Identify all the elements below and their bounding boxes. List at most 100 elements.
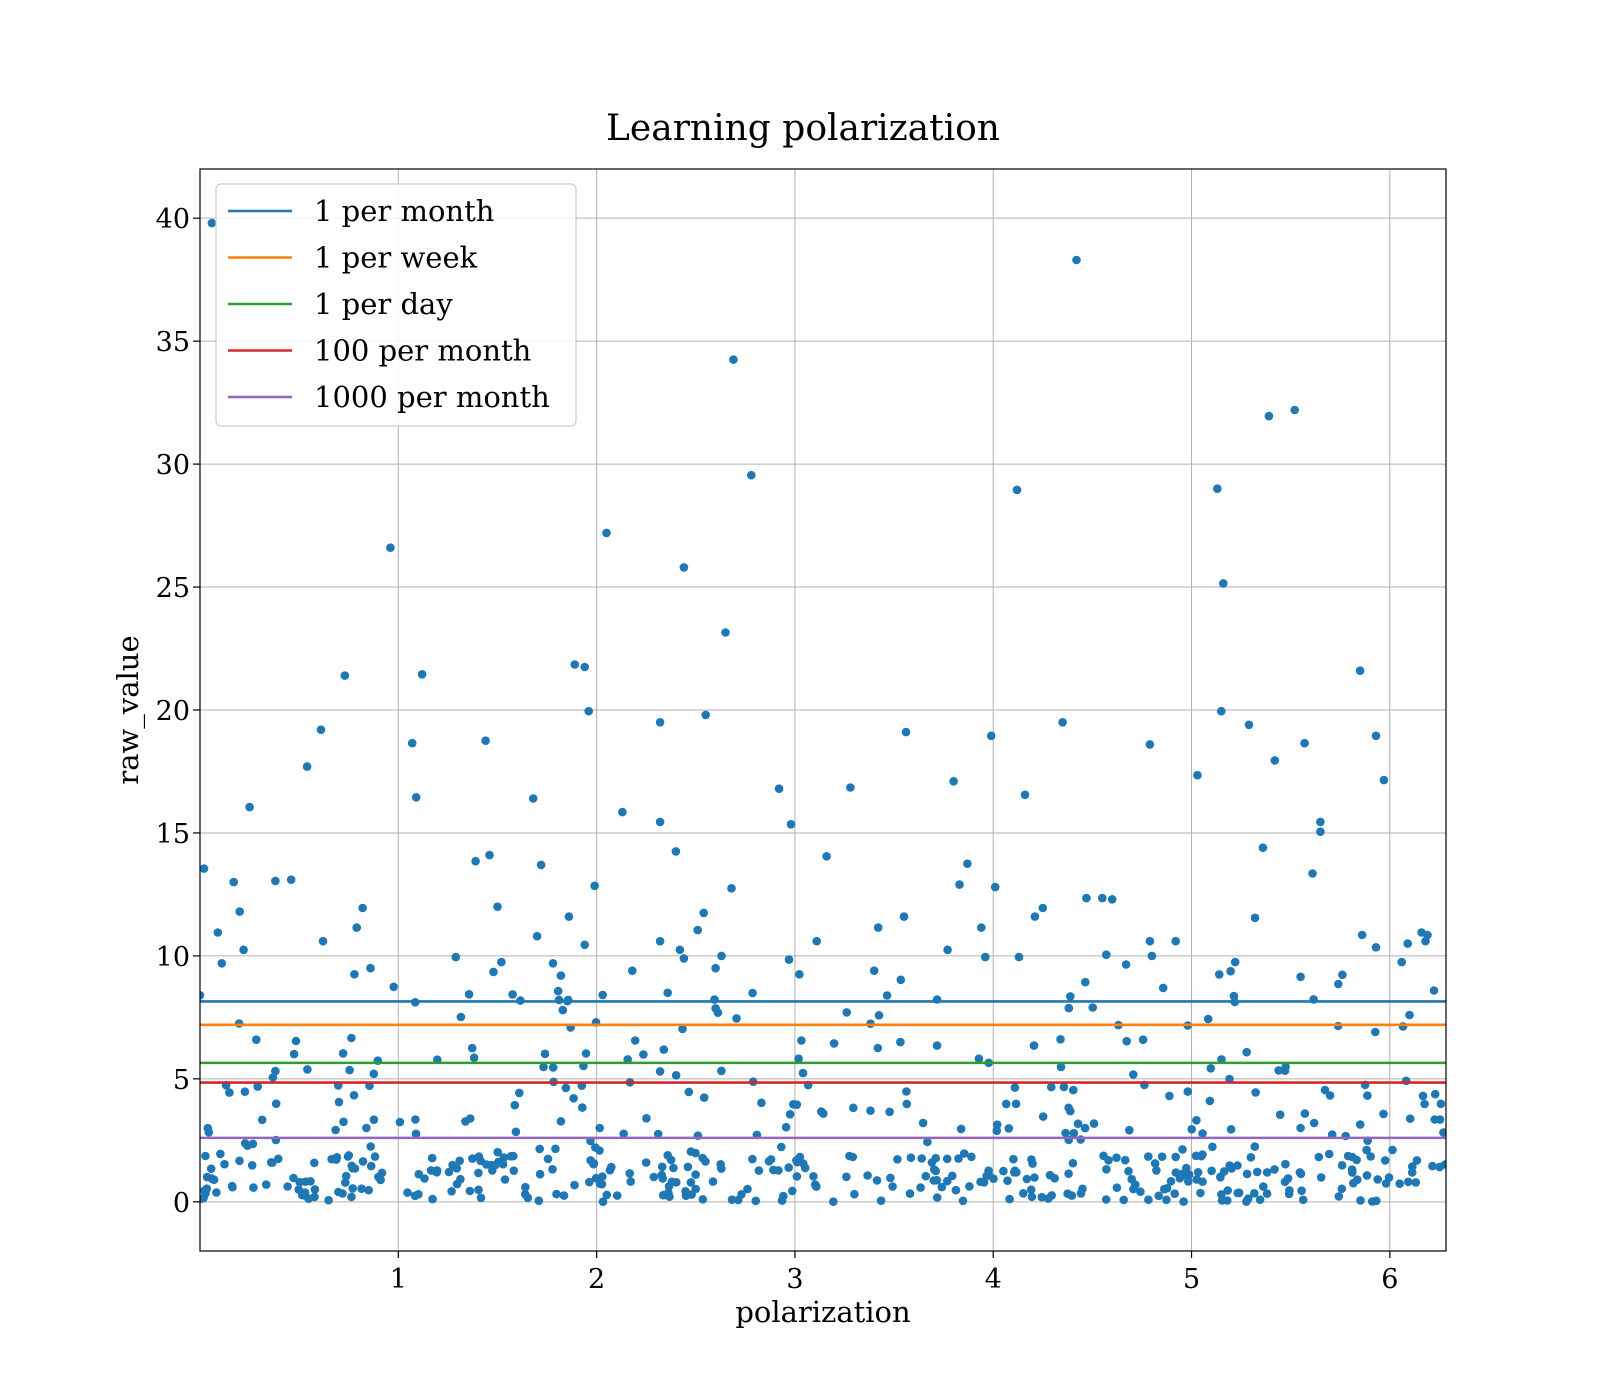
x-tick-label: 5 [1183, 1264, 1200, 1295]
data-point [1037, 1192, 1047, 1202]
data-point [1198, 1129, 1207, 1138]
data-point [201, 1189, 210, 1198]
data-point [699, 1093, 709, 1102]
data-point [283, 1182, 292, 1191]
data-point [341, 1178, 350, 1187]
data-point [1019, 1189, 1028, 1198]
data-point [1398, 1022, 1408, 1031]
data-point [558, 1005, 568, 1015]
data-point [212, 1188, 221, 1197]
data-point [1274, 1066, 1283, 1075]
data-point [1388, 1145, 1397, 1155]
data-point [625, 1169, 634, 1178]
data-point [1191, 1151, 1201, 1161]
data-point [548, 959, 558, 968]
data-point [589, 1159, 599, 1168]
data-point [532, 931, 542, 941]
data-point [1259, 1182, 1268, 1191]
data-point [1102, 950, 1111, 959]
data-point [358, 903, 367, 913]
x-tick-label: 4 [985, 1264, 1002, 1295]
data-point [584, 706, 593, 716]
data-point [474, 1185, 483, 1195]
data-point [1436, 1099, 1446, 1109]
data-point [679, 563, 689, 572]
data-point [556, 971, 566, 980]
data-point [1010, 1083, 1020, 1092]
data-point [206, 1164, 216, 1173]
data-point [358, 1157, 368, 1166]
data-point [1325, 1091, 1335, 1100]
data-point [508, 990, 517, 999]
data-point [1098, 893, 1107, 903]
data-point [247, 1161, 257, 1170]
data-point [295, 1177, 305, 1187]
data-point [369, 1115, 379, 1124]
data-point [1334, 979, 1343, 989]
data-point [754, 1166, 764, 1175]
data-point [1003, 1176, 1012, 1185]
data-point [1244, 720, 1254, 730]
data-point [812, 1182, 821, 1191]
data-point [1026, 1185, 1036, 1194]
data-point [297, 1190, 307, 1200]
data-point [345, 1065, 354, 1075]
data-point [653, 1129, 663, 1139]
data-point [515, 1088, 524, 1098]
data-point [1076, 1189, 1086, 1198]
data-point [1379, 775, 1389, 785]
data-point [917, 1154, 926, 1163]
data-point [785, 1110, 795, 1119]
data-point [253, 1082, 262, 1091]
data-point [303, 1065, 312, 1074]
data-point [1242, 1169, 1252, 1179]
data-point [595, 1146, 604, 1155]
data-point [1264, 411, 1274, 421]
data-point [357, 1184, 366, 1193]
data-point [963, 859, 972, 868]
data-point [590, 881, 599, 891]
data-point [781, 1122, 791, 1132]
data-point [1014, 952, 1024, 962]
data-point [687, 1190, 696, 1199]
data-point [341, 1171, 351, 1181]
data-point [302, 762, 312, 771]
data-point [1165, 1091, 1174, 1101]
data-point [540, 1049, 550, 1059]
data-point [717, 951, 726, 961]
data-point [727, 884, 736, 893]
y-tick-label: 25 [156, 573, 190, 604]
y-tick-label: 20 [156, 696, 190, 727]
data-point [598, 1197, 608, 1206]
data-point [699, 908, 708, 918]
data-point [981, 952, 990, 962]
data-point [626, 1177, 635, 1186]
data-point [951, 1185, 961, 1195]
data-point [1047, 1082, 1056, 1092]
data-point [784, 1163, 793, 1172]
data-point [1233, 1161, 1242, 1170]
data-point [271, 1066, 280, 1076]
data-point [1099, 1151, 1108, 1161]
data-point [1371, 731, 1381, 741]
data-point [949, 777, 958, 786]
data-point [1154, 1191, 1163, 1201]
data-point [713, 1008, 723, 1017]
data-point [240, 1139, 250, 1148]
data-point [229, 877, 238, 887]
data-point [580, 662, 589, 672]
data-point [906, 1153, 916, 1162]
data-point [556, 1117, 566, 1126]
data-point [366, 1142, 376, 1151]
y-tick-label: 0 [173, 1188, 190, 1219]
data-point [607, 1162, 616, 1172]
data-point [976, 1177, 985, 1187]
data-point [257, 1115, 267, 1125]
data-point [1337, 1161, 1347, 1170]
data-point [882, 991, 892, 1000]
data-point [1404, 1177, 1413, 1187]
data-point [1357, 930, 1367, 940]
data-point [535, 1169, 545, 1179]
data-point [1193, 1168, 1203, 1177]
data-point [548, 1063, 558, 1072]
